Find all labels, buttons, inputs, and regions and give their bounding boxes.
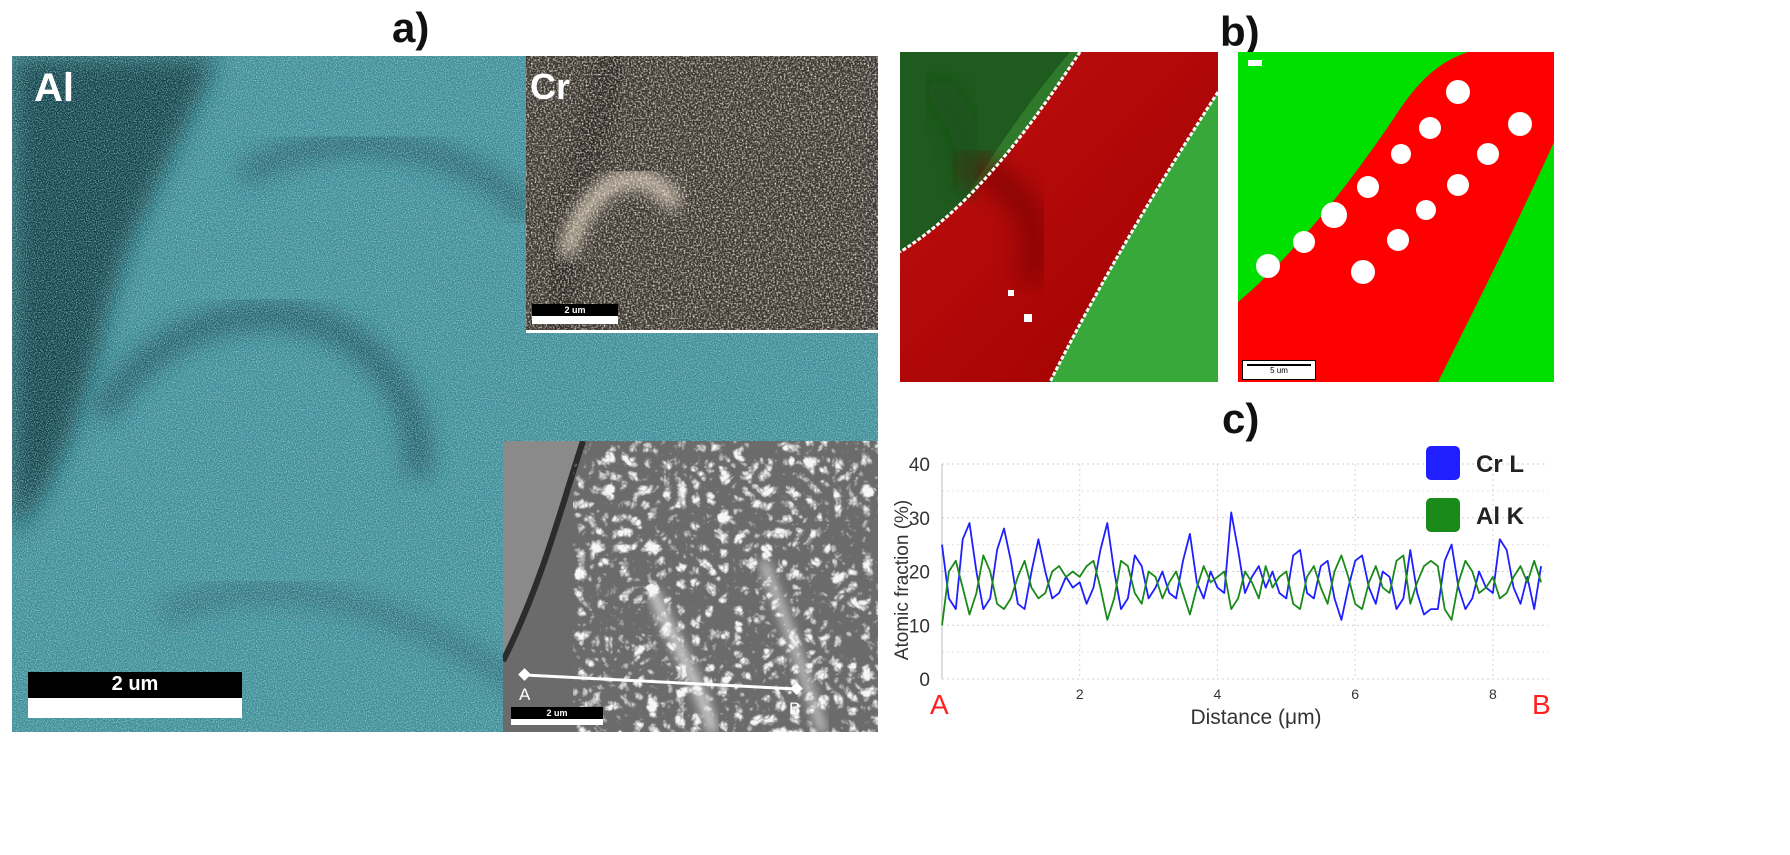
sem-point-b: B: [789, 699, 801, 718]
phase-map-image: [1238, 52, 1554, 382]
cr-element-label: Cr: [530, 66, 571, 107]
orientation-map: [900, 52, 1218, 382]
al-scalebar: 2 um: [28, 672, 242, 718]
y-tick-label: 40: [909, 455, 930, 476]
phase-scalebar: 5 um: [1242, 360, 1316, 380]
cr-scalebar: 2 um: [532, 304, 618, 324]
phase-map: 5 um: [1238, 52, 1554, 382]
sem-point-a: A: [519, 685, 531, 704]
x-tick-label: 4: [1214, 686, 1222, 702]
inset-divider: [526, 330, 878, 333]
chart-ticks: 0 10 20 30 40 2 4 6 8: [909, 455, 1497, 702]
legend-swatch-al-k: [1426, 498, 1460, 532]
x-axis-label: Distance (μm): [1190, 706, 1321, 729]
al-element-label: Al: [34, 66, 74, 110]
cr-scalebar-label: 2 um: [564, 305, 586, 315]
endpoint-b-label: B: [1532, 689, 1551, 720]
cr-eds-map: Cr 2 um: [526, 56, 878, 330]
legend-label-cr-l: Cr L: [1476, 451, 1524, 478]
x-tick-label: 8: [1489, 686, 1497, 702]
y-tick-label: 10: [909, 616, 930, 637]
series-line-al-k: [941, 554, 1542, 626]
y-tick-label: 20: [909, 563, 930, 584]
legend-label-al-k: Al K: [1476, 503, 1525, 530]
line-profile-chart: 0 10 20 30 40 2 4 6 8 Distance (μm) Atomic fract…: [892, 446, 1551, 729]
x-tick-label: 2: [1076, 686, 1084, 702]
chart-legend: Cr L Al K: [1426, 446, 1525, 532]
y-axis-label: Atomic fraction (%): [892, 500, 913, 660]
x-tick-label: 6: [1351, 686, 1359, 702]
endpoint-a-label: A: [930, 689, 949, 720]
sem-image-surface: [503, 441, 878, 732]
sem-image: A B 2 um: [503, 441, 878, 732]
cr-eds-map-image: [526, 56, 878, 330]
panel-b-label: b): [1220, 8, 1260, 55]
panel-c-label: c): [1222, 395, 1260, 442]
orientation-map-image: [900, 52, 1218, 382]
sem-scalebar: 2 um: [511, 707, 603, 725]
panel-a-label: a): [392, 4, 430, 51]
y-tick-label: 30: [909, 509, 930, 530]
legend-swatch-cr-l: [1426, 446, 1460, 480]
sem-scalebar-label: 2 um: [546, 708, 568, 718]
al-scalebar-label: 2 um: [111, 673, 159, 695]
phase-scalebar-label: 5 um: [1270, 366, 1288, 375]
chart-series: [941, 511, 1542, 626]
y-tick-label: 0: [919, 670, 930, 691]
